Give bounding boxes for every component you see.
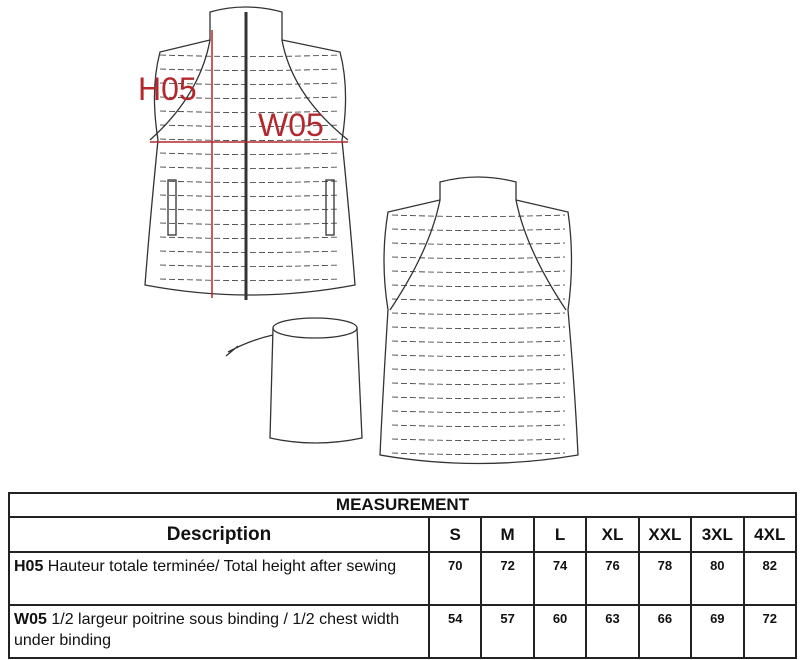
size-header-xxl: XXL [637,516,693,553]
quilt-line [391,284,566,287]
row-description: H05 Hauteur totale terminée/ Total heigh… [8,551,430,606]
quilt-line [391,438,566,441]
quilt-line [159,278,341,281]
measurement-value: 72 [742,604,798,659]
quilt-line [159,96,341,99]
width-label: W05 [258,107,324,143]
size-header-3xl: 3XL [690,516,745,553]
measurement-value: 78 [637,551,693,606]
quilt-line [391,368,566,371]
quilt-line [391,298,566,301]
quilt-line [159,110,341,113]
quilt-line [391,410,566,413]
quilt-line [391,340,566,343]
row-description: W05 1/2 largeur poitrine sous binding / … [8,604,430,659]
quilt-line [391,228,566,231]
quilt-line [391,396,566,399]
measurement-value: 54 [427,604,483,659]
stuff-bag-drawing [225,317,363,444]
quilt-line [159,208,341,211]
measurement-table: MEASUREMENT Description S M L XL XXL 3XL 4XL H0… [8,492,798,659]
measurement-value: 60 [532,604,588,659]
measurement-text: Hauteur totale terminée/ Total height af… [43,558,397,575]
quilt-line [159,68,341,71]
quilt-line [391,256,566,259]
size-header-4xl: 4XL [742,516,798,553]
quilt-line [159,194,341,197]
quilt-line [159,82,341,85]
quilt-line [391,242,566,245]
measurement-text: 1/2 largeur poitrine sous binding / 1/2 … [14,611,400,649]
measurement-value: 76 [585,551,640,606]
measurement-value: 70 [427,551,483,606]
quilt-line [391,382,566,385]
quilt-line [159,124,341,127]
quilt-line [159,152,341,155]
quilt-line [159,166,341,169]
table-row: W05 1/2 largeur poitrine sous binding / … [8,604,798,659]
measurement-value: 82 [742,551,798,606]
measurement-value: 69 [690,604,745,659]
description-header: Description [8,516,430,553]
measurement-value: 72 [480,551,535,606]
vest-technical-drawing: H05 W05 [138,6,579,465]
quilt-line [391,354,566,357]
height-label: H05 [138,71,197,107]
quilt-line [391,326,566,329]
quilt-line [159,264,341,267]
table-title: MEASUREMENT [8,492,797,518]
quilt-line [391,424,566,427]
quilt-line [159,138,341,141]
size-header-l: L [532,516,588,553]
quilt-line [159,54,341,57]
front-vest-drawing [144,6,356,300]
size-header-s: S [427,516,483,553]
back-vest-drawing [379,176,579,465]
measurement-value: 80 [690,551,745,606]
measurement-value: 63 [585,604,640,659]
measurement-code: H05 [14,558,44,575]
quilt-line [159,250,341,253]
table-row: H05 Hauteur totale terminée/ Total heigh… [8,551,798,606]
measurement-value: 66 [637,604,693,659]
quilt-line [159,236,341,239]
quilt-line [391,214,566,217]
size-header-m: M [480,516,535,553]
measurement-value: 74 [532,551,588,606]
measurement-value: 57 [480,604,535,659]
quilt-line [159,222,341,225]
quilt-line [391,312,566,315]
quilt-line [159,180,341,183]
quilt-line [391,452,566,455]
quilt-line [391,270,566,273]
measurement-code: W05 [14,611,47,628]
size-header-xl: XL [585,516,640,553]
